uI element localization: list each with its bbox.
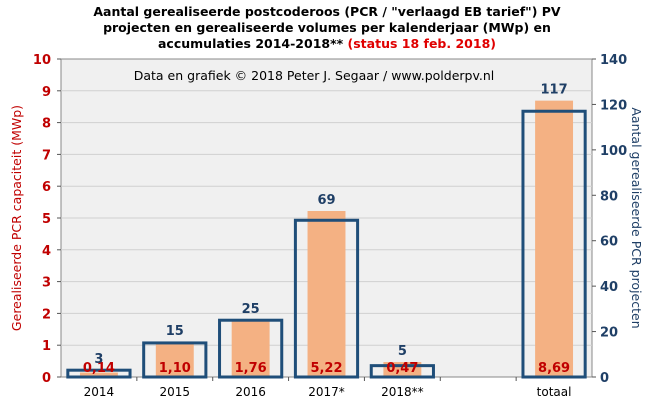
x-tick-label: 2015 xyxy=(160,385,191,399)
y-right-tick-label: 80 xyxy=(600,189,618,204)
y-right-tick-label: 20 xyxy=(600,326,618,341)
y-left-tick-label: 1 xyxy=(42,339,51,354)
y-right-tick-label: 120 xyxy=(600,98,627,113)
gridlines xyxy=(61,90,592,346)
x-tick-label: 2016 xyxy=(235,385,266,399)
y-right-tick-label: 140 xyxy=(600,53,627,68)
x-tick-label: 2014 xyxy=(84,385,115,399)
chart-title-line1: Aantal gerealiseerde postcoderoos (PCR /… xyxy=(93,4,561,19)
capacity-value-label: 8,69 xyxy=(538,361,570,376)
y-right-tick-label: 60 xyxy=(600,235,618,250)
chart-title-line3: accumulaties 2014-2018** (status 18 feb.… xyxy=(158,36,496,51)
x-tick-label: totaal xyxy=(537,385,572,399)
project-count-label: 117 xyxy=(541,83,568,98)
capacity-value-label: 1,76 xyxy=(235,361,267,376)
capacity-bars xyxy=(79,100,574,378)
y-right-tick-label: 0 xyxy=(600,371,609,386)
y-left-tick-label: 0 xyxy=(42,371,51,386)
y-left-tick-label: 4 xyxy=(42,244,51,259)
capacity-bar xyxy=(535,100,574,378)
capacity-value-label: 0,14 xyxy=(83,361,115,376)
chart-title-line3-main: accumulaties 2014-2018** xyxy=(158,36,344,51)
chart-status-date: (status 18 feb. 2018) xyxy=(348,36,496,51)
project-count-label: 5 xyxy=(398,344,407,359)
project-count-box xyxy=(218,318,284,379)
project-count-box xyxy=(66,368,132,379)
y-left-tick-label: 8 xyxy=(42,117,51,132)
x-tick-label: 2018** xyxy=(381,385,424,399)
capacity-bar xyxy=(307,211,346,377)
project-count-box xyxy=(369,364,435,379)
y-left-tick-label: 3 xyxy=(42,276,51,291)
y-left-tick-label: 10 xyxy=(33,53,51,68)
x-tick-label: 2017* xyxy=(308,385,345,399)
project-count-box xyxy=(521,109,587,379)
chart-credit: Data en grafiek © 2018 Peter J. Segaar /… xyxy=(134,68,495,83)
capacity-value-label: 5,22 xyxy=(310,361,342,376)
y-right-tick-label: 40 xyxy=(600,280,618,295)
project-count-label: 15 xyxy=(166,324,184,339)
y-left-tick-label: 6 xyxy=(42,180,51,195)
data-labels: 0,14 1,10 1,76 5,22 0,47 8,69 3 15 25 69 5 117 xyxy=(83,83,570,376)
capacity-value-label: 1,10 xyxy=(159,361,191,376)
project-count-label: 3 xyxy=(94,352,103,367)
project-count-box xyxy=(293,218,360,379)
y-left-tick-label: 5 xyxy=(42,212,51,227)
capacity-bar xyxy=(231,321,270,377)
y-axis-right-title: Aantal gerealiseerde PCR projecten xyxy=(629,107,644,328)
y-axis-left-title: Gerealiseerde PCR capaciteit (MWp) xyxy=(9,105,24,331)
project-count-label: 25 xyxy=(242,302,260,317)
capacity-bar xyxy=(79,372,118,377)
y-right-tick-label: 100 xyxy=(600,144,627,159)
y-left-tick-label: 9 xyxy=(42,85,51,100)
chart-title-line2: projecten en gerealiseerde volumes per k… xyxy=(103,20,551,35)
capacity-bar xyxy=(155,342,194,377)
capacity-value-label: 0,47 xyxy=(386,361,418,376)
y-left-tick-label: 7 xyxy=(42,148,51,163)
project-count-boxes xyxy=(66,109,587,379)
project-count-label: 69 xyxy=(317,193,335,208)
project-count-box xyxy=(142,341,208,379)
y-left-tick-label: 2 xyxy=(42,307,51,322)
